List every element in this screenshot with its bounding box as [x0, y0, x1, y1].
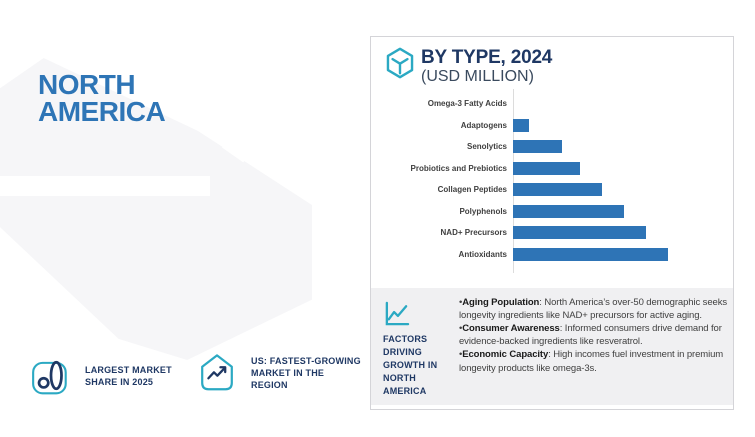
bar-label: Polyphenols — [459, 206, 507, 216]
bullet-label: Aging Population — [462, 297, 540, 308]
factors-left-column: FACTORS DRIVING GROWTH IN NORTH AMERICA — [383, 300, 455, 398]
bullet-item: •Aging Population: North America’s over-… — [459, 296, 727, 322]
stat-item-largest-share: LARGEST MARKET SHARE IN 2025 — [30, 355, 185, 397]
chart-row: Senolytics — [371, 136, 723, 158]
chart-row: Probiotics and Prebiotics — [371, 158, 723, 180]
hexagon-cube-icon — [384, 46, 416, 80]
bar — [513, 204, 624, 218]
bullet-text: : High incomes fuel investment in premiu… — [459, 349, 724, 374]
bar-label: NAD+ Precursors — [440, 228, 507, 238]
chart-row: Adaptogens — [371, 115, 723, 137]
bullet-text: : North America’s over-50 demographic se… — [459, 297, 727, 322]
bullet-glyph: • — [459, 297, 463, 308]
map-shape — [221, 0, 359, 163]
bullet-text: : Informed consumers drive demand for ev… — [459, 323, 722, 348]
chart-title: BY TYPE, 2024 — [421, 47, 553, 68]
stat-label: LARGEST MARKET SHARE IN 2025 — [85, 364, 172, 387]
factors-heading: FACTORS DRIVING GROWTH IN NORTH AMERICA — [383, 334, 438, 397]
growth-arrow-icon — [196, 351, 238, 395]
bar-label: Adaptogens — [460, 120, 507, 130]
stat-item-fastest-growing: US: FASTEST-GROWING MARKET IN THE REGION — [196, 351, 363, 395]
bar — [513, 140, 562, 154]
bullet-label: Consumer Awareness — [462, 323, 560, 335]
bar — [513, 183, 602, 197]
bar — [513, 161, 580, 175]
map-shape — [0, 176, 210, 196]
bar-label: Senolytics — [466, 142, 507, 152]
bar-label: Omega-3 Fatty Acids — [427, 99, 507, 109]
bar-chart: Omega-3 Fatty Acids Adaptogens Senolytic… — [371, 93, 723, 265]
chart-row: Omega-3 Fatty Acids — [371, 93, 723, 115]
line-chart-icon — [383, 300, 455, 327]
bullet-label: Economic Capacity — [462, 349, 549, 361]
region-title-line2: AMERICA — [38, 95, 166, 127]
bullet-item: •Economic Capacity: High incomes fuel in… — [459, 348, 727, 374]
chart-row: NAD+ Precursors — [371, 222, 723, 244]
bar-label: Probiotics and Prebiotics — [410, 163, 507, 173]
bar — [513, 226, 646, 240]
factors-section: FACTORS DRIVING GROWTH IN NORTH AMERICA … — [371, 288, 733, 405]
bullet-item: •Consumer Awareness: Informed consumers … — [459, 322, 727, 348]
chart-row: Collagen Peptides — [371, 179, 723, 201]
chart-panel: BY TYPE, 2024 (USD MILLION) Omega-3 Fatt… — [370, 36, 734, 410]
bullet-glyph: • — [459, 349, 463, 361]
region-title: NORTH AMERICA — [38, 69, 166, 127]
chart-row: Polyphenols — [371, 201, 723, 223]
chart-subtitle: (USD MILLION) — [421, 68, 534, 85]
stat-label: US: FASTEST-GROWING MARKET IN THE REGION — [251, 355, 361, 391]
bullet-glyph: • — [459, 323, 463, 335]
bar-label: Collagen Peptides — [437, 185, 507, 195]
data-bars-icon — [30, 355, 72, 397]
bar — [513, 247, 668, 261]
region-title-line1: NORTH — [38, 69, 136, 100]
bar — [513, 118, 529, 132]
chart-axis-line — [513, 89, 514, 273]
bar-label: Antioxidants — [458, 249, 507, 259]
factors-bullets: •Aging Population: North America’s over-… — [459, 296, 727, 375]
chart-row: Antioxidants — [371, 244, 723, 266]
